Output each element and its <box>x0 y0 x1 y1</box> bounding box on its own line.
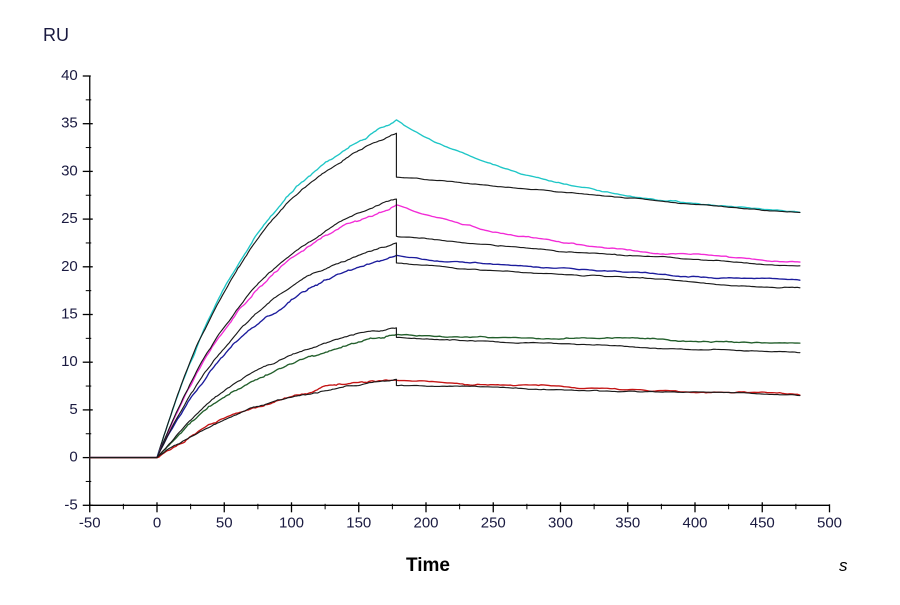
svg-text:10: 10 <box>61 353 78 370</box>
svg-text:300: 300 <box>548 514 573 531</box>
svg-text:350: 350 <box>615 514 640 531</box>
svg-text:30: 30 <box>61 162 78 179</box>
svg-text:-5: -5 <box>64 496 77 513</box>
svg-text:35: 35 <box>61 115 78 132</box>
svg-text:50: 50 <box>216 514 233 531</box>
svg-text:25: 25 <box>61 210 78 227</box>
svg-text:150: 150 <box>346 514 371 531</box>
svg-text:-50: -50 <box>79 514 101 531</box>
svg-text:100: 100 <box>279 514 304 531</box>
svg-text:0: 0 <box>153 514 161 531</box>
svg-text:0: 0 <box>69 449 77 466</box>
svg-text:15: 15 <box>61 306 78 323</box>
svg-text:5: 5 <box>69 401 77 418</box>
svg-text:200: 200 <box>413 514 438 531</box>
svg-text:450: 450 <box>750 514 775 531</box>
svg-text:400: 400 <box>682 514 707 531</box>
svg-text:20: 20 <box>61 258 78 275</box>
svg-text:40: 40 <box>61 67 78 84</box>
svg-text:500: 500 <box>817 514 842 531</box>
svg-text:250: 250 <box>481 514 506 531</box>
